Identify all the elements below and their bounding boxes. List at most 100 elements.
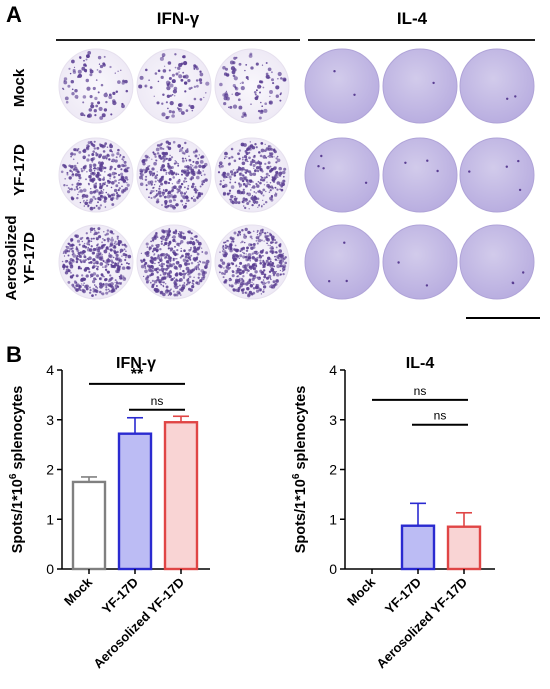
spot [258, 204, 260, 206]
spot [96, 265, 100, 268]
spot [165, 171, 168, 174]
spot [121, 81, 125, 85]
bar [117, 432, 153, 571]
x-tick-label: Mock [344, 574, 379, 609]
ifn-well [214, 48, 290, 124]
spot [163, 268, 166, 271]
spot [276, 279, 278, 281]
spot [282, 272, 285, 276]
spot [245, 158, 248, 160]
spot [114, 262, 117, 265]
spot [226, 172, 230, 176]
spot [250, 189, 252, 191]
spot [103, 176, 105, 178]
spot [237, 189, 241, 193]
spot [114, 279, 117, 282]
spot [164, 242, 167, 245]
spot [244, 169, 246, 171]
spot [176, 107, 179, 109]
spot [158, 154, 161, 157]
spot [96, 274, 99, 278]
spot [175, 260, 180, 265]
spot [116, 267, 120, 271]
spot [345, 279, 348, 283]
spot [98, 282, 103, 286]
spot [275, 85, 280, 90]
spot [96, 287, 99, 289]
spot [98, 70, 102, 74]
spot [98, 194, 100, 196]
spot [182, 272, 187, 276]
spot [88, 270, 91, 274]
il4-well [304, 48, 380, 124]
spot [266, 242, 268, 245]
spot [269, 152, 273, 157]
spot [276, 155, 279, 158]
spot [256, 256, 259, 260]
spot [102, 155, 106, 160]
spot [272, 82, 275, 85]
spot [110, 285, 113, 288]
spot [67, 190, 71, 194]
spot [243, 154, 248, 159]
spot [67, 254, 70, 257]
spot [145, 242, 149, 246]
spot [106, 258, 111, 263]
spot [190, 176, 195, 180]
spot [90, 240, 93, 242]
spot [269, 233, 273, 237]
spot [82, 259, 86, 263]
spot [95, 153, 99, 157]
spot [96, 262, 99, 265]
bar [400, 524, 436, 571]
spot [219, 251, 221, 253]
spot [105, 191, 108, 194]
spot [245, 179, 249, 183]
spot [163, 65, 166, 67]
spot [191, 164, 194, 167]
spot [162, 189, 165, 191]
spot [181, 204, 184, 206]
spot [115, 253, 119, 258]
spot [260, 162, 262, 165]
spot [82, 188, 87, 193]
spot [253, 154, 256, 157]
spot [158, 264, 161, 266]
spot [267, 280, 271, 284]
spot [152, 190, 155, 192]
spot [190, 170, 194, 174]
spot [269, 147, 273, 151]
spot [155, 285, 158, 287]
spot [171, 93, 174, 96]
spot [266, 165, 270, 170]
spot [93, 229, 96, 232]
spot [255, 146, 258, 149]
spot [269, 95, 271, 98]
spot [186, 187, 190, 190]
spot [114, 179, 117, 183]
spot [96, 252, 100, 257]
well-membrane [382, 224, 458, 300]
spot [83, 199, 85, 202]
spot [259, 154, 263, 158]
spot [67, 242, 70, 246]
spot [145, 184, 148, 187]
spot [97, 173, 100, 176]
spot [179, 242, 182, 245]
spot [90, 245, 93, 248]
spot [82, 149, 87, 153]
spot [257, 235, 260, 238]
spot [159, 290, 164, 295]
spot [160, 242, 163, 246]
spot [255, 62, 259, 66]
spot [178, 244, 180, 247]
spot [242, 111, 247, 116]
spot [151, 239, 155, 242]
spot [65, 268, 70, 273]
spot [167, 245, 169, 247]
spot [95, 79, 98, 81]
spot [104, 266, 106, 269]
spot [162, 194, 164, 197]
spot [162, 281, 165, 284]
spot [171, 79, 176, 84]
